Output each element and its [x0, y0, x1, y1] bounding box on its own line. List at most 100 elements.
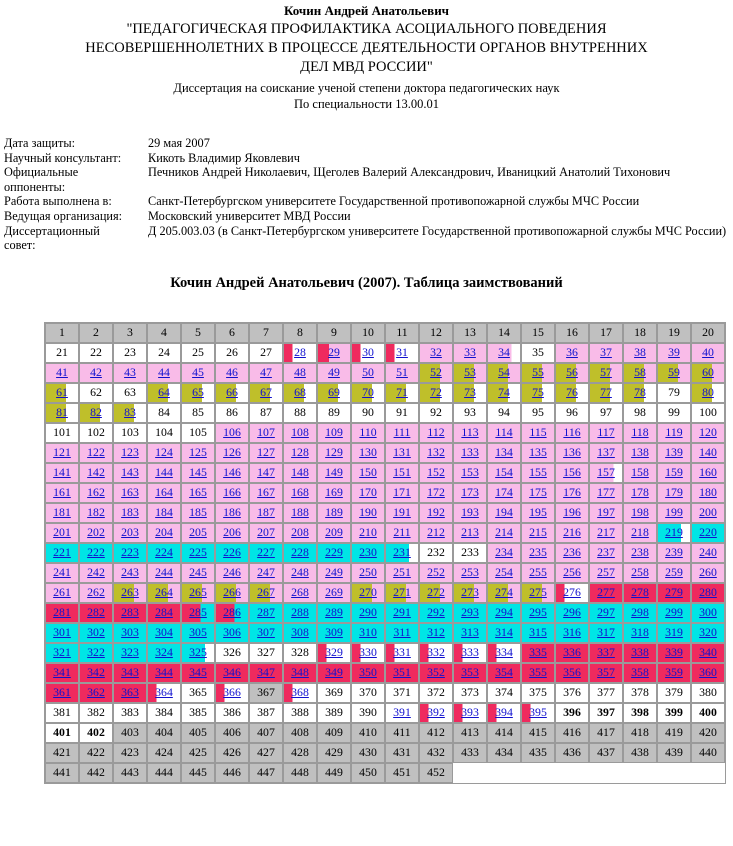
page-cell[interactable]: 296: [555, 602, 589, 623]
page-cell[interactable]: 289: [317, 602, 351, 623]
page-cell[interactable]: 38: [623, 342, 657, 363]
page-cell[interactable]: 323: [113, 642, 147, 663]
page-cell[interactable]: 281: [45, 602, 79, 623]
page-link[interactable]: 256: [563, 565, 581, 580]
page-link[interactable]: 64: [158, 385, 170, 400]
page-cell[interactable]: 307: [249, 622, 283, 643]
page-cell[interactable]: 292: [419, 602, 453, 623]
page-cell[interactable]: 142: [79, 462, 113, 483]
page-cell[interactable]: 358: [623, 662, 657, 683]
page-link[interactable]: 66: [226, 385, 238, 400]
page-link[interactable]: 227: [257, 545, 275, 560]
page-link[interactable]: 261: [53, 585, 71, 600]
page-cell[interactable]: 298: [623, 602, 657, 623]
page-link[interactable]: 28: [294, 345, 306, 360]
page-cell[interactable]: 336: [555, 642, 589, 663]
page-cell[interactable]: 300: [691, 602, 725, 623]
page-cell[interactable]: 288: [283, 602, 317, 623]
page-cell[interactable]: 41: [45, 362, 79, 383]
page-link[interactable]: 340: [699, 645, 717, 660]
page-link[interactable]: 163: [121, 485, 139, 500]
page-cell[interactable]: 30: [351, 342, 385, 363]
page-cell[interactable]: 134: [487, 442, 521, 463]
page-link[interactable]: 49: [328, 365, 340, 380]
page-cell[interactable]: 335: [521, 642, 555, 663]
page-link[interactable]: 173: [461, 485, 479, 500]
page-cell[interactable]: 393: [453, 702, 487, 723]
page-cell[interactable]: 139: [657, 442, 691, 463]
page-link[interactable]: 333: [461, 645, 479, 660]
page-cell[interactable]: 78: [623, 382, 657, 403]
page-cell[interactable]: 267: [249, 582, 283, 603]
page-link[interactable]: 142: [87, 465, 105, 480]
page-cell[interactable]: 316: [555, 622, 589, 643]
page-cell[interactable]: 61: [45, 382, 79, 403]
page-link[interactable]: 159: [665, 465, 683, 480]
page-cell[interactable]: 315: [521, 622, 555, 643]
page-link[interactable]: 139: [665, 445, 683, 460]
page-link[interactable]: 161: [53, 485, 71, 500]
page-cell[interactable]: 52: [419, 362, 453, 383]
page-cell[interactable]: 117: [589, 422, 623, 443]
page-cell[interactable]: 74: [487, 382, 521, 403]
page-link[interactable]: 47: [260, 365, 272, 380]
page-cell[interactable]: 251: [385, 562, 419, 583]
page-link[interactable]: 194: [495, 505, 513, 520]
page-link[interactable]: 30: [362, 345, 374, 360]
page-cell[interactable]: 222: [79, 542, 113, 563]
page-cell[interactable]: 245: [181, 562, 215, 583]
page-link[interactable]: 178: [631, 485, 649, 500]
page-link[interactable]: 192: [427, 505, 445, 520]
page-link[interactable]: 336: [563, 645, 581, 660]
page-cell[interactable]: 53: [453, 362, 487, 383]
page-cell[interactable]: 112: [419, 422, 453, 443]
page-cell[interactable]: 331: [385, 642, 419, 663]
page-link[interactable]: 157: [597, 465, 615, 480]
page-cell[interactable]: 207: [249, 522, 283, 543]
page-link[interactable]: 75: [532, 385, 544, 400]
page-link[interactable]: 51: [396, 365, 408, 380]
page-cell[interactable]: 364: [147, 682, 181, 703]
page-link[interactable]: 358: [631, 665, 649, 680]
page-cell[interactable]: 57: [589, 362, 623, 383]
page-cell[interactable]: 178: [623, 482, 657, 503]
page-link[interactable]: 58: [634, 365, 646, 380]
page-cell[interactable]: 242: [79, 562, 113, 583]
page-link[interactable]: 37: [600, 345, 612, 360]
page-link[interactable]: 119: [665, 425, 683, 440]
page-cell[interactable]: 264: [147, 582, 181, 603]
page-link[interactable]: 229: [325, 545, 343, 560]
page-cell[interactable]: 116: [555, 422, 589, 443]
page-cell[interactable]: 342: [79, 662, 113, 683]
page-link[interactable]: 283: [121, 605, 139, 620]
page-cell[interactable]: 329: [317, 642, 351, 663]
page-cell[interactable]: 83: [113, 402, 147, 423]
page-link[interactable]: 305: [189, 625, 207, 640]
page-link[interactable]: 81: [56, 405, 68, 420]
page-cell[interactable]: 64: [147, 382, 181, 403]
page-cell[interactable]: 125: [181, 442, 215, 463]
page-cell[interactable]: 128: [283, 442, 317, 463]
page-cell[interactable]: 156: [555, 462, 589, 483]
page-cell[interactable]: 157: [589, 462, 623, 483]
page-cell[interactable]: 143: [113, 462, 147, 483]
page-link[interactable]: 212: [427, 525, 445, 540]
page-cell[interactable]: 48: [283, 362, 317, 383]
page-cell[interactable]: 275: [521, 582, 555, 603]
page-cell[interactable]: 119: [657, 422, 691, 443]
page-link[interactable]: 68: [294, 385, 306, 400]
page-link[interactable]: 141: [53, 465, 71, 480]
page-link[interactable]: 185: [189, 505, 207, 520]
page-link[interactable]: 108: [291, 425, 309, 440]
page-link[interactable]: 160: [699, 465, 717, 480]
page-link[interactable]: 276: [563, 585, 581, 600]
page-cell[interactable]: 363: [113, 682, 147, 703]
page-link[interactable]: 230: [359, 545, 377, 560]
page-link[interactable]: 132: [427, 445, 445, 460]
page-link[interactable]: 55: [532, 365, 544, 380]
page-link[interactable]: 321: [53, 645, 71, 660]
page-cell[interactable]: 70: [351, 382, 385, 403]
page-link[interactable]: 147: [257, 465, 275, 480]
page-link[interactable]: 39: [668, 345, 680, 360]
page-cell[interactable]: 255: [521, 562, 555, 583]
